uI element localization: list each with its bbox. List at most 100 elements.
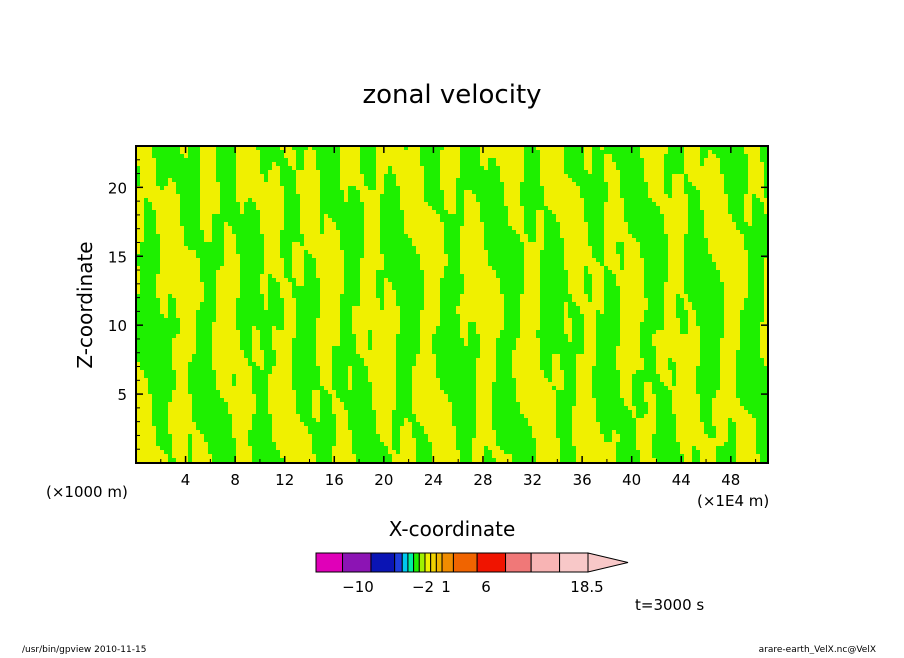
field-cell: [296, 334, 316, 338]
field-cell: [136, 322, 180, 326]
field-cell: [460, 450, 472, 454]
field-cell: [296, 402, 312, 406]
colorbar-segment: [370, 552, 396, 573]
field-cell: [448, 262, 460, 266]
field-cell: [544, 234, 560, 238]
field-cell: [332, 374, 348, 378]
field-cell: [184, 234, 204, 238]
field-cell: [744, 246, 768, 250]
field-cell: [752, 198, 760, 202]
field-cell: [368, 338, 372, 342]
field-cell: [296, 406, 312, 410]
field-cell: [760, 154, 768, 158]
field-cell: [764, 166, 768, 170]
field-cell: [240, 278, 260, 282]
field-cell: [644, 262, 668, 266]
footer-left: /usr/bin/gpview 2010-11-15: [22, 645, 146, 654]
field-cell: [684, 290, 724, 294]
field-cell: [316, 150, 340, 154]
field-cell: [584, 198, 608, 202]
field-cell: [340, 342, 356, 346]
field-cell: [188, 154, 200, 158]
field-cell: [568, 174, 604, 178]
field-cell: [564, 382, 576, 386]
field-cell: [252, 378, 268, 382]
field-cell: [320, 178, 340, 182]
field-cell: [456, 438, 472, 442]
field-cell: [540, 306, 564, 310]
field-cell: [152, 418, 168, 422]
field-cell: [496, 442, 536, 446]
field-cell: [440, 306, 456, 310]
field-cell: [500, 330, 520, 334]
field-cell: [604, 278, 616, 282]
field-cell: [320, 402, 332, 406]
field-cell: [680, 322, 688, 326]
field-cell: [376, 278, 384, 282]
field-cell: [204, 286, 216, 290]
field-cell: [620, 254, 624, 258]
field-cell: [544, 222, 560, 226]
field-cell: [304, 282, 320, 286]
field-cell: [728, 206, 744, 210]
field-cell: [440, 298, 460, 302]
field-cell: [296, 394, 312, 398]
field-cell: [644, 258, 668, 262]
field-cell: [456, 210, 464, 214]
field-cell: [748, 274, 764, 278]
field-cell: [380, 210, 404, 214]
field-cell: [524, 210, 536, 214]
field-cell: [584, 290, 592, 294]
field-cell: [316, 458, 332, 462]
field-cell: [248, 362, 256, 366]
field-cell: [544, 218, 556, 222]
field-cell: [720, 162, 748, 166]
field-cell: [572, 338, 584, 342]
field-cell: [632, 382, 644, 386]
field-cell: [232, 382, 236, 386]
field-cell: [176, 182, 200, 186]
field-cell: [496, 346, 516, 350]
field-cell: [564, 378, 576, 382]
field-cell: [280, 166, 292, 170]
field-cell: [340, 230, 364, 234]
field-cell: [484, 222, 508, 226]
field-cell: [392, 426, 400, 430]
field-cell: [360, 146, 376, 150]
field-cell: [696, 386, 720, 390]
field-cell: [364, 174, 376, 178]
x-tick-label: 8: [230, 471, 240, 489]
field-cell: [276, 326, 284, 330]
field-cell: [212, 238, 224, 242]
field-cell: [292, 294, 320, 298]
field-cell: [168, 294, 172, 298]
field-cell: [304, 262, 316, 266]
field-cell: [268, 302, 284, 306]
field-cell: [340, 306, 352, 310]
field-cell: [480, 214, 508, 218]
field-cell: [212, 222, 224, 226]
field-cell: [424, 190, 444, 194]
field-cell: [540, 278, 568, 282]
field-cell: [284, 262, 292, 266]
field-cell: [380, 302, 384, 306]
field-cell: [596, 258, 604, 262]
field-cell: [620, 190, 648, 194]
field-cell: [152, 422, 168, 426]
field-cell: [540, 274, 568, 278]
field-cell: [640, 254, 668, 258]
field-cell: [196, 342, 212, 346]
field-cell: [664, 190, 672, 194]
field-cell: [596, 410, 632, 414]
field-cell: [264, 358, 276, 362]
field-cell: [592, 150, 640, 154]
field-cell: [592, 246, 604, 250]
field-cell: [292, 146, 308, 150]
field-cell: [260, 338, 272, 342]
field-cell: [336, 226, 364, 230]
field-cell: [156, 170, 200, 174]
field-cell: [540, 362, 552, 366]
field-cell: [296, 314, 320, 318]
field-cell: [308, 426, 336, 430]
field-cell: [740, 330, 760, 334]
